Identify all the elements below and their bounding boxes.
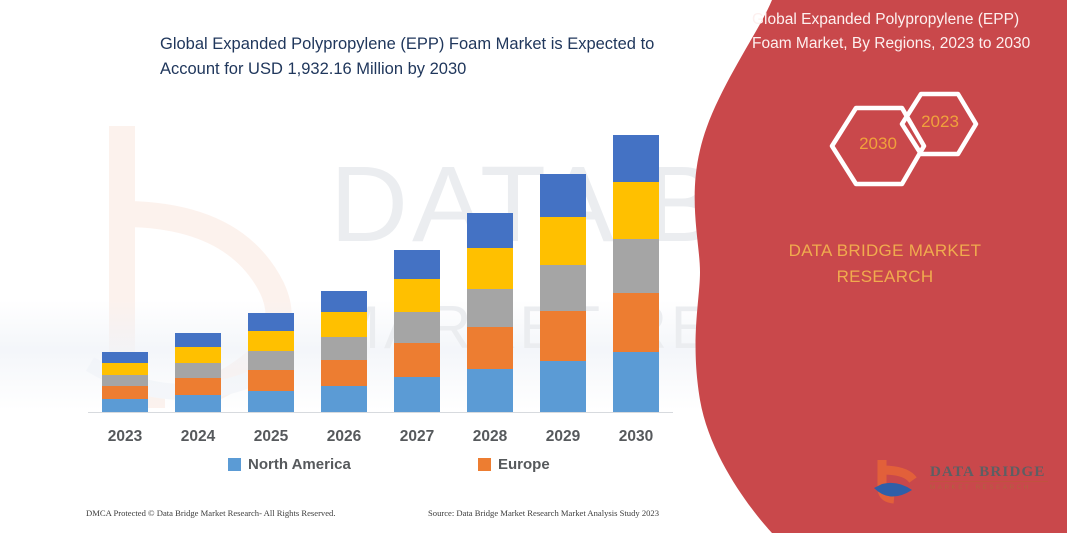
bar-segment-north-america xyxy=(467,369,513,412)
bar-2024 xyxy=(175,333,221,412)
bar-segment-europe xyxy=(467,327,513,369)
bar-segment-asia-pacific xyxy=(321,337,367,360)
legend-label: Europe xyxy=(498,456,550,473)
legend-swatch-icon xyxy=(228,458,241,471)
bar-segment-europe xyxy=(321,360,367,386)
bar-segment-asia-pacific xyxy=(613,239,659,293)
chart-title: Global Expanded Polypropylene (EPP) Foam… xyxy=(160,35,655,78)
bar-2029 xyxy=(540,174,586,412)
bar-segment-south-america xyxy=(102,352,148,363)
legend-item-europe[interactable]: Europe xyxy=(478,456,550,473)
bar-segment-asia-pacific xyxy=(540,265,586,311)
bar-segment-asia-pacific xyxy=(467,289,513,327)
x-axis-line xyxy=(88,412,673,413)
footer-source: Source: Data Bridge Market Research Mark… xyxy=(428,508,660,518)
bar-segment-middle-east-and-africa xyxy=(102,363,148,375)
x-label-2024: 2024 xyxy=(180,428,216,445)
logo-wordmark: DATA BRIDGE xyxy=(930,464,1046,480)
x-label-2028: 2028 xyxy=(472,428,508,445)
x-label-2029: 2029 xyxy=(545,428,581,445)
bar-2027 xyxy=(394,250,440,412)
legend-swatch-icon xyxy=(478,458,491,471)
bar-segment-middle-east-and-africa xyxy=(540,217,586,265)
bar-segment-north-america xyxy=(394,377,440,412)
bar-segment-south-america xyxy=(321,291,367,312)
bar-segment-middle-east-and-africa xyxy=(613,182,659,239)
bar-segment-north-america xyxy=(321,386,367,412)
bar-segment-asia-pacific xyxy=(248,351,294,370)
footer-copyright: DMCA Protected © Data Bridge Market Rese… xyxy=(86,508,336,518)
x-label-2026: 2026 xyxy=(326,428,362,445)
hex-label-2030: 2030 xyxy=(859,134,897,153)
brand-name: DATA BRIDGE MARKET RESEARCH xyxy=(788,241,982,286)
hexagon-badges: 2030 2023 xyxy=(810,88,1000,203)
bar-segment-asia-pacific xyxy=(394,312,440,343)
bar-segment-europe xyxy=(102,386,148,399)
bar-segment-south-america xyxy=(467,213,513,248)
bar-segment-south-america xyxy=(613,135,659,182)
bar-2026 xyxy=(321,291,367,412)
hex-label-2023: 2023 xyxy=(921,112,959,131)
bar-segment-north-america xyxy=(540,361,586,412)
x-label-2023: 2023 xyxy=(107,428,143,445)
chart-legend: North America Europe xyxy=(200,456,600,478)
bar-2028 xyxy=(467,213,513,412)
bar-segment-middle-east-and-africa xyxy=(321,312,367,337)
x-label-2030: 2030 xyxy=(618,428,654,445)
bar-segment-europe xyxy=(540,311,586,361)
bar-segment-middle-east-and-africa xyxy=(248,331,294,351)
bar-segment-middle-east-and-africa xyxy=(175,347,221,363)
bar-segment-north-america xyxy=(248,391,294,412)
red-panel-content: Global Expanded Polypropylene (EPP) Foam… xyxy=(700,0,1067,533)
bar-segment-europe xyxy=(248,370,294,391)
bar-segment-south-america xyxy=(540,174,586,217)
bar-segment-europe xyxy=(175,378,221,395)
legend-item-north-america[interactable]: North America xyxy=(228,456,351,473)
bar-2023 xyxy=(102,352,148,412)
bar-segment-middle-east-and-africa xyxy=(394,279,440,312)
logo-divider xyxy=(930,481,1048,483)
x-label-2025: 2025 xyxy=(253,428,289,445)
panel-title: Global Expanded Polypropylene (EPP) Foam… xyxy=(752,11,1031,52)
bar-segment-south-america xyxy=(394,250,440,279)
x-axis-labels: 2023 2024 2025 2026 2027 2028 2029 2030 xyxy=(88,428,673,454)
bar-segment-north-america xyxy=(613,352,659,412)
bar-segment-north-america xyxy=(102,399,148,412)
stacked-bar-chart xyxy=(88,120,673,412)
bar-segment-asia-pacific xyxy=(102,375,148,386)
bar-segment-south-america xyxy=(175,333,221,347)
logo-mark-icon xyxy=(874,460,917,504)
bar-segment-middle-east-and-africa xyxy=(467,248,513,289)
bar-segment-europe xyxy=(613,293,659,352)
legend-label: North America xyxy=(248,456,351,473)
bar-segment-europe xyxy=(394,343,440,377)
footer: DMCA Protected © Data Bridge Market Rese… xyxy=(86,508,686,524)
logo-tagline: MARKET RESEARCH xyxy=(930,484,1031,491)
bar-segment-north-america xyxy=(175,395,221,412)
bar-2025 xyxy=(248,313,294,412)
bar-segment-asia-pacific xyxy=(175,363,221,378)
bar-segment-south-america xyxy=(248,313,294,331)
bar-2030 xyxy=(613,135,659,412)
data-bridge-logo: DATA BRIDGE MARKET RESEARCH xyxy=(868,458,1058,506)
x-label-2027: 2027 xyxy=(399,428,435,445)
hexagon-outline-icon xyxy=(829,91,979,187)
